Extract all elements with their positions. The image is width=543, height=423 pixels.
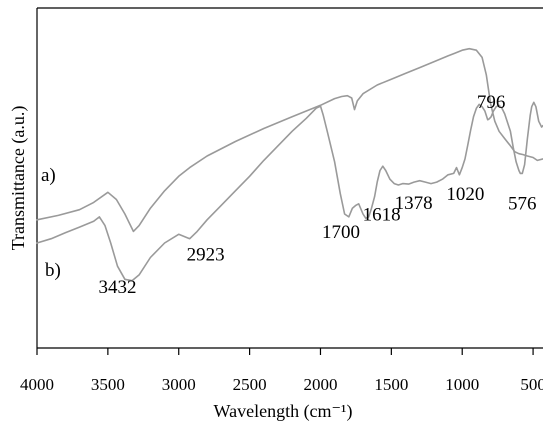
peak-label-1378: 1378	[395, 193, 433, 214]
trace-label-b: b)	[45, 260, 61, 281]
x-tick-label: 4000	[20, 375, 54, 394]
trace-label-a: a)	[41, 165, 56, 186]
peak-label-576: 576	[508, 193, 537, 214]
peak-label-1618: 1618	[363, 205, 401, 226]
series-line-b	[36, 101, 543, 282]
x-tick-label: 2500	[233, 375, 267, 394]
series-line-a	[36, 47, 543, 233]
plot-frame	[36, 7, 543, 349]
y-axis-label: Transmittance (a.u.)	[8, 106, 29, 251]
x-tick-label: 2000	[303, 375, 337, 394]
x-tick-marks	[36, 348, 534, 355]
x-tick-label: 1500	[374, 375, 408, 394]
x-tick-labels: 4000 3500 3000 2500 2000 1500 1000 500	[20, 375, 543, 394]
x-tick-label: 3500	[91, 375, 125, 394]
x-tick-label: 3000	[162, 375, 196, 394]
peak-label-1020: 1020	[446, 184, 484, 205]
x-tick-label: 500	[520, 375, 543, 394]
peak-label-2923: 2923	[187, 245, 225, 266]
peak-label-796: 796	[477, 92, 506, 113]
x-tick-label: 1000	[445, 375, 479, 394]
x-axis-label: Wavelength (cm⁻¹)	[214, 401, 353, 422]
peak-label-3432: 3432	[99, 277, 137, 298]
series-layer	[36, 47, 543, 282]
peak-label-1700: 1700	[322, 222, 360, 243]
